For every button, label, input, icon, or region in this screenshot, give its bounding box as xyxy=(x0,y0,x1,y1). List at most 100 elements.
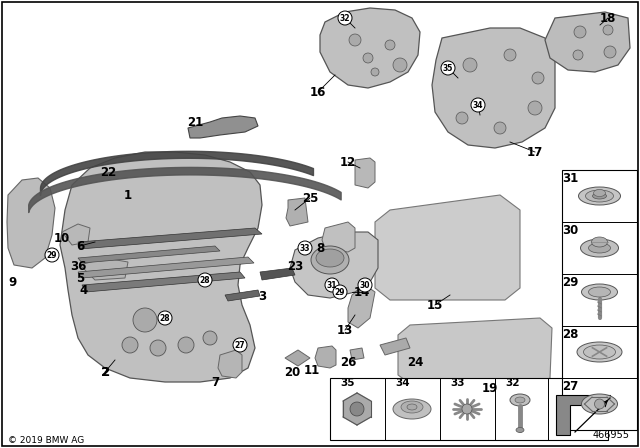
Circle shape xyxy=(603,25,613,35)
Circle shape xyxy=(358,278,372,292)
Ellipse shape xyxy=(580,239,618,257)
Circle shape xyxy=(463,58,477,72)
Circle shape xyxy=(385,40,395,50)
Polygon shape xyxy=(432,28,555,148)
Text: 32: 32 xyxy=(506,378,520,388)
Text: 35: 35 xyxy=(443,64,453,73)
Polygon shape xyxy=(375,195,520,300)
Text: 2: 2 xyxy=(101,366,109,379)
Polygon shape xyxy=(286,198,308,226)
Text: 22: 22 xyxy=(100,165,116,178)
Text: 19: 19 xyxy=(482,382,498,395)
Ellipse shape xyxy=(393,399,431,419)
Circle shape xyxy=(456,112,468,124)
Text: 27: 27 xyxy=(235,340,245,349)
Polygon shape xyxy=(380,338,410,355)
Text: 8: 8 xyxy=(316,241,324,254)
Text: 29: 29 xyxy=(335,288,345,297)
Circle shape xyxy=(298,241,312,255)
Text: 21: 21 xyxy=(187,116,203,129)
Text: 466955: 466955 xyxy=(593,430,630,440)
Circle shape xyxy=(203,331,217,345)
Ellipse shape xyxy=(516,427,524,432)
Circle shape xyxy=(528,101,542,115)
Ellipse shape xyxy=(589,287,611,297)
Text: 3: 3 xyxy=(258,289,266,302)
Ellipse shape xyxy=(577,342,622,362)
Polygon shape xyxy=(285,350,310,366)
Polygon shape xyxy=(398,318,552,385)
Polygon shape xyxy=(7,178,55,268)
Text: 28: 28 xyxy=(200,276,211,284)
Text: 24: 24 xyxy=(407,356,423,369)
Ellipse shape xyxy=(593,190,605,197)
Polygon shape xyxy=(322,222,355,252)
Text: 9: 9 xyxy=(8,276,16,289)
Text: 30: 30 xyxy=(562,224,578,237)
Polygon shape xyxy=(343,393,357,409)
Ellipse shape xyxy=(510,394,530,406)
Text: 14: 14 xyxy=(354,285,370,298)
Bar xyxy=(330,378,608,440)
Ellipse shape xyxy=(591,237,607,247)
Polygon shape xyxy=(260,268,295,280)
Circle shape xyxy=(574,26,586,38)
Ellipse shape xyxy=(407,404,417,410)
Polygon shape xyxy=(60,152,262,382)
Polygon shape xyxy=(350,348,364,360)
Circle shape xyxy=(573,50,583,60)
Circle shape xyxy=(441,61,455,75)
Text: 35: 35 xyxy=(340,378,355,388)
Ellipse shape xyxy=(586,190,614,202)
Circle shape xyxy=(150,340,166,356)
Polygon shape xyxy=(343,401,357,417)
Polygon shape xyxy=(78,228,262,249)
Circle shape xyxy=(462,404,472,414)
Polygon shape xyxy=(315,346,336,368)
Polygon shape xyxy=(343,409,357,425)
Text: 12: 12 xyxy=(340,155,356,168)
Polygon shape xyxy=(218,350,242,378)
Text: 11: 11 xyxy=(304,363,320,376)
Text: 26: 26 xyxy=(340,356,356,369)
Ellipse shape xyxy=(589,243,611,253)
Polygon shape xyxy=(225,290,260,301)
Text: 28: 28 xyxy=(562,327,578,340)
Text: 10: 10 xyxy=(54,232,70,245)
Circle shape xyxy=(363,53,373,63)
Text: 20: 20 xyxy=(284,366,300,379)
Polygon shape xyxy=(355,158,375,188)
Text: 29: 29 xyxy=(562,276,578,289)
Polygon shape xyxy=(80,258,128,280)
Text: 32: 32 xyxy=(340,13,350,22)
Circle shape xyxy=(158,311,172,325)
Polygon shape xyxy=(188,116,258,138)
Bar xyxy=(562,170,637,430)
Circle shape xyxy=(178,337,194,353)
Circle shape xyxy=(393,58,407,72)
Text: 31: 31 xyxy=(562,172,578,185)
Ellipse shape xyxy=(579,187,621,205)
Text: 6: 6 xyxy=(76,240,84,253)
Circle shape xyxy=(595,399,605,409)
Text: 5: 5 xyxy=(76,271,84,284)
Circle shape xyxy=(325,278,339,292)
Polygon shape xyxy=(348,285,375,328)
Text: 1: 1 xyxy=(124,189,132,202)
Polygon shape xyxy=(290,232,378,298)
Text: 13: 13 xyxy=(337,323,353,336)
Circle shape xyxy=(122,337,138,353)
Text: 29: 29 xyxy=(47,250,57,259)
Circle shape xyxy=(371,68,379,76)
Text: 2: 2 xyxy=(100,366,109,379)
Polygon shape xyxy=(556,395,610,435)
Text: 33: 33 xyxy=(451,378,465,388)
Ellipse shape xyxy=(582,284,618,300)
Polygon shape xyxy=(78,257,254,278)
Circle shape xyxy=(233,338,247,352)
Ellipse shape xyxy=(593,193,607,199)
Text: 27: 27 xyxy=(562,379,578,392)
Text: 16: 16 xyxy=(310,86,326,99)
Circle shape xyxy=(333,285,347,299)
Text: 15: 15 xyxy=(427,298,443,311)
